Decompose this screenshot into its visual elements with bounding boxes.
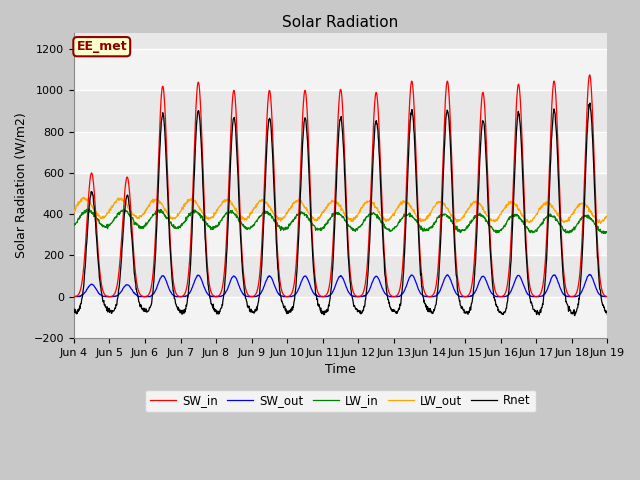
LW_out	[189, 196, 196, 202]
Y-axis label: Solar Radiation (W/m2): Solar Radiation (W/m2)	[15, 112, 28, 258]
SW_out	[540, 292, 548, 298]
Text: EE_met: EE_met	[76, 40, 127, 53]
Line: SW_out: SW_out	[74, 275, 607, 297]
LW_in	[176, 223, 184, 229]
SW_in	[604, 294, 611, 300]
X-axis label: Time: Time	[325, 363, 356, 376]
Rnet	[175, 308, 183, 313]
LW_in	[424, 226, 431, 232]
SW_in	[540, 274, 548, 279]
Rnet	[189, 216, 196, 222]
LW_in	[85, 206, 93, 212]
SW_out	[248, 294, 256, 300]
SW_out	[424, 294, 431, 300]
Bar	[74, 297, 607, 338]
SW_in	[175, 294, 183, 300]
SW_in	[189, 197, 196, 203]
LW_out	[70, 209, 77, 215]
Line: SW_in: SW_in	[74, 75, 607, 297]
LW_out	[493, 218, 501, 224]
SW_out	[189, 284, 196, 290]
LW_out	[597, 220, 605, 226]
SW_in	[493, 292, 500, 298]
LW_in	[249, 223, 257, 228]
Rnet	[248, 308, 256, 314]
LW_out	[424, 216, 431, 221]
Rnet	[424, 307, 431, 313]
LW_in	[604, 228, 611, 234]
SW_in	[586, 72, 593, 78]
SW_out	[70, 294, 77, 300]
SW_out	[175, 294, 183, 300]
LW_in	[189, 210, 196, 216]
SW_in	[70, 294, 77, 300]
Legend: SW_in, SW_out, LW_in, LW_out, Rnet: SW_in, SW_out, LW_in, LW_out, Rnet	[145, 390, 536, 412]
Line: Rnet: Rnet	[74, 103, 607, 316]
SW_out	[604, 294, 611, 300]
Bar	[74, 49, 607, 90]
SW_in	[248, 294, 256, 300]
LW_out	[81, 194, 88, 200]
SW_out	[493, 294, 500, 300]
LW_in	[601, 230, 609, 236]
LW_in	[541, 216, 548, 222]
Line: LW_in: LW_in	[74, 209, 607, 233]
Bar	[74, 214, 607, 255]
SW_out	[586, 272, 593, 277]
SW_in	[424, 293, 431, 299]
LW_in	[70, 222, 77, 228]
LW_out	[249, 207, 257, 213]
Bar	[74, 132, 607, 173]
Rnet	[571, 313, 579, 319]
Rnet	[586, 100, 594, 106]
LW_out	[176, 209, 184, 215]
LW_in	[493, 229, 501, 235]
Rnet	[70, 307, 77, 312]
Rnet	[604, 312, 611, 318]
Title: Solar Radiation: Solar Radiation	[282, 15, 399, 30]
Line: LW_out: LW_out	[74, 197, 607, 223]
Rnet	[540, 291, 548, 297]
Rnet	[493, 303, 500, 309]
LW_out	[541, 200, 548, 206]
LW_out	[604, 211, 611, 216]
